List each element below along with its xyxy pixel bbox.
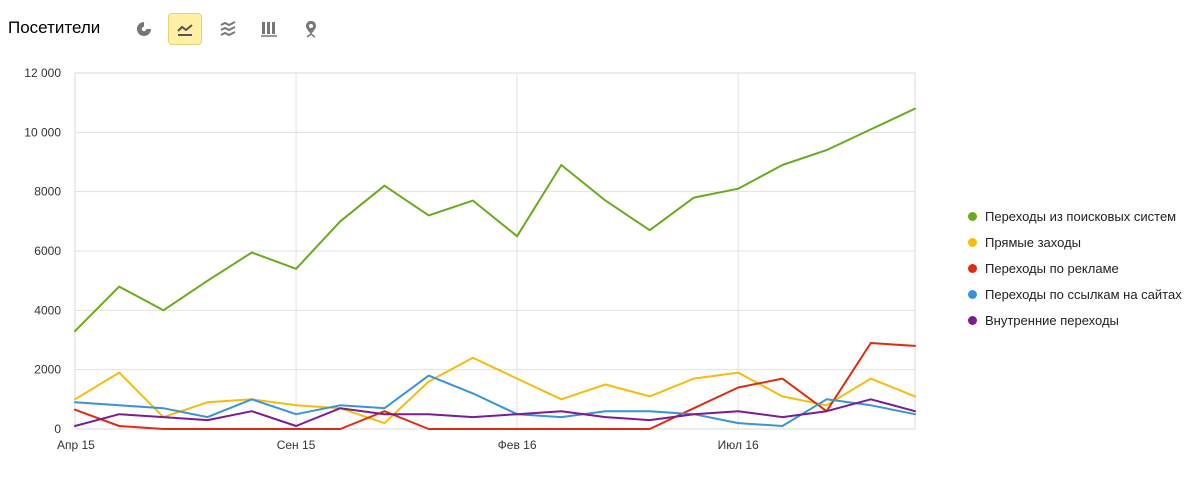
series-line-4 [74,374,916,427]
legend-label: Прямые заходы [985,234,1082,250]
legend-label: Переходы по ссылкам на сайтах [985,286,1182,302]
line-chart-icon [177,24,193,36]
legend-marker [968,211,977,221]
series-line-1 [74,107,916,333]
x-tick-label: Апр 15 [57,438,95,452]
y-tick-label: 2000 [34,363,61,377]
map-button[interactable] [294,13,328,45]
legend-item-2[interactable]: Прямые заходы [968,229,1182,255]
map-pin-icon [306,21,316,38]
chart-legend: Переходы из поисковых систем Прямые заход… [968,203,1182,333]
x-tick-label: Сен 15 [277,438,316,452]
y-tick-label: 6000 [34,244,61,258]
y-tick-label: 4000 [34,303,61,317]
legend-label: Внутренние переходы [985,312,1119,328]
y-tick-label: 8000 [34,185,61,199]
x-tick-label: Июл 16 [718,438,759,452]
series-line-3 [74,342,916,430]
legend-label: Переходы из поисковых систем [985,208,1177,224]
y-tick-label: 12 000 [24,66,61,80]
y-tick-label: 10 000 [24,125,61,139]
report-header: Посетители [0,0,1200,60]
line-chart-button[interactable] [168,13,202,45]
series-line-2 [74,356,916,425]
visitors-line-chart: 0 2000 4000 6000 8000 10 000 12 000 Апр 15 Сен 1… [24,66,916,452]
legend-item-1[interactable]: Переходы из поисковых систем [968,203,1182,229]
legend-marker [968,237,977,247]
area-chart-icon [220,21,236,37]
legend-item-5[interactable]: Внутренние переходы [968,307,1182,333]
x-tick-label: Фев 16 [498,438,537,452]
pie-chart-button[interactable] [127,13,161,45]
legend-label: Переходы по рекламе [985,260,1119,276]
pie-chart-icon [137,22,151,36]
y-tick-label: 0 [54,422,61,436]
legend-marker [968,315,977,325]
legend-marker [968,289,977,299]
series-line-5 [74,398,916,427]
legend-marker [968,263,977,273]
bar-chart-button[interactable] [252,13,286,45]
area-chart-button[interactable] [211,13,245,45]
legend-item-3[interactable]: Переходы по рекламе [968,255,1182,281]
legend-item-4[interactable]: Переходы по ссылкам на сайтах [968,281,1182,307]
report-title: Посетители [8,18,101,37]
bar-chart-icon [261,22,277,37]
